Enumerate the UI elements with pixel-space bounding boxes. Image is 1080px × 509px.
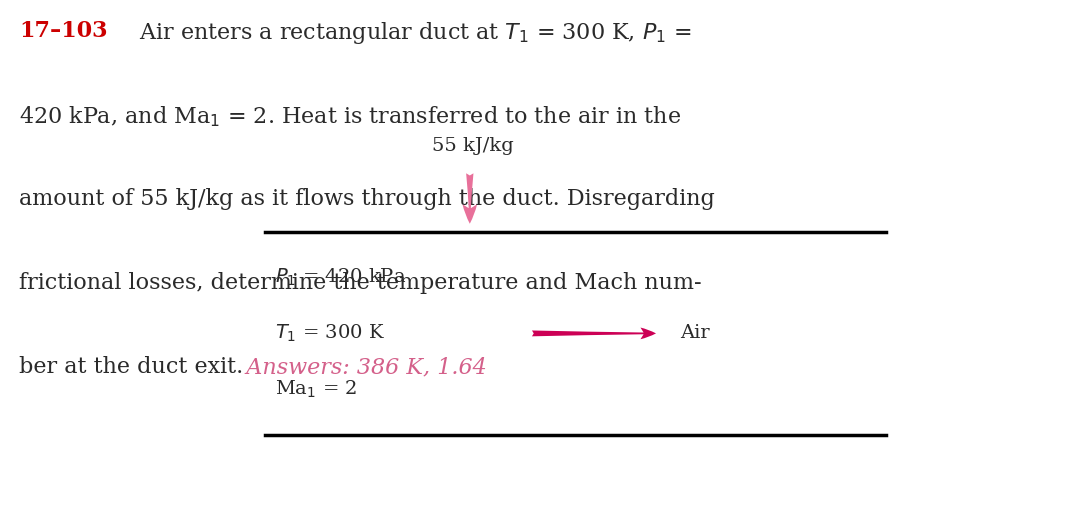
Text: ber at the duct exit.: ber at the duct exit. xyxy=(19,356,244,378)
Text: Answers: 386 K, 1.64: Answers: 386 K, 1.64 xyxy=(232,356,487,378)
Text: frictional losses, determine the temperature and Mach num-: frictional losses, determine the tempera… xyxy=(19,272,702,294)
Text: 55 kJ/kg: 55 kJ/kg xyxy=(432,137,514,155)
Text: Air: Air xyxy=(680,324,710,343)
Text: Air enters a rectangular duct at $T_1$ = 300 K, $P_1$ =: Air enters a rectangular duct at $T_1$ =… xyxy=(125,20,691,46)
Text: 17–103: 17–103 xyxy=(19,20,108,42)
Text: $T_1$ = 300 K: $T_1$ = 300 K xyxy=(275,323,386,344)
Text: amount of 55 kJ/kg as it flows through the duct. Disregarding: amount of 55 kJ/kg as it flows through t… xyxy=(19,188,715,210)
Text: $P_1$ = 420 kPa: $P_1$ = 420 kPa xyxy=(275,267,406,288)
Text: 420 kPa, and Ma$_1$ = 2. Heat is transferred to the air in the: 420 kPa, and Ma$_1$ = 2. Heat is transfe… xyxy=(19,104,681,129)
Text: Ma$_1$ = 2: Ma$_1$ = 2 xyxy=(275,379,357,400)
